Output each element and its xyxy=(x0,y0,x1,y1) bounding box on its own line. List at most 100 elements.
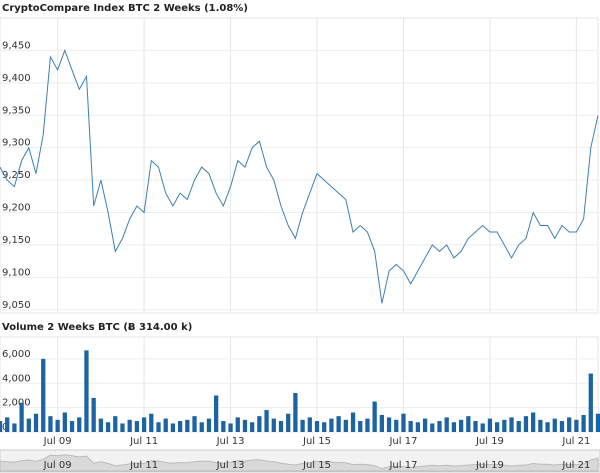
volume-bar xyxy=(62,412,67,432)
volume-bar xyxy=(185,419,190,432)
volume-bar xyxy=(458,419,464,432)
volume-bar xyxy=(199,422,204,432)
volume-bar xyxy=(480,423,485,432)
volume-bar xyxy=(48,416,53,432)
volume-bar xyxy=(322,422,327,432)
volume-bar xyxy=(26,418,31,432)
volume-bar xyxy=(574,419,579,432)
volume-bar xyxy=(134,421,140,432)
y-tick-label: 9,100 xyxy=(2,267,31,278)
volume-bar xyxy=(430,423,435,432)
volume-bar xyxy=(127,419,132,432)
volume-bar xyxy=(41,358,46,432)
volume-bar xyxy=(257,416,262,432)
volume-bar xyxy=(214,395,219,432)
volume-bar xyxy=(300,419,305,432)
volume-bar xyxy=(206,418,212,432)
volume-bar xyxy=(365,418,370,432)
y-tick-label: 9,250 xyxy=(2,170,31,181)
x-tick-label: Jul 09 xyxy=(43,436,72,447)
navigator-label: Jul 17 xyxy=(388,460,417,471)
volume-bar xyxy=(401,413,406,432)
volume-bar xyxy=(235,417,240,432)
volume-bar xyxy=(559,421,565,432)
y-tick-label: 2,000 xyxy=(2,398,31,409)
volume-bar xyxy=(372,401,377,432)
volume-bar xyxy=(487,418,493,432)
x-tick-label: Jul 11 xyxy=(129,436,158,447)
volume-bar xyxy=(113,416,118,432)
volume-bar xyxy=(12,423,17,432)
volume-bar xyxy=(5,417,10,432)
y-tick-label: 9,450 xyxy=(2,40,31,51)
volume-bar xyxy=(19,402,24,432)
volume-bar xyxy=(278,421,284,432)
volume-bar xyxy=(502,419,507,432)
volume-bar xyxy=(473,421,478,432)
x-tick-label: Jul 17 xyxy=(388,436,417,447)
volume-bar xyxy=(336,416,341,432)
volume-bar xyxy=(545,422,550,432)
volume-bar xyxy=(422,418,428,432)
volume-bar xyxy=(437,421,442,432)
volume-bar xyxy=(552,418,557,432)
volume-bar xyxy=(221,421,226,432)
volume-bar xyxy=(55,419,60,432)
navigator-label: Jul 15 xyxy=(302,460,331,471)
volume-bar xyxy=(415,422,421,432)
y-tick-label: 9,400 xyxy=(2,73,31,84)
plot-area xyxy=(0,17,599,314)
volume-bar xyxy=(444,417,449,432)
volume-bar xyxy=(163,418,168,432)
chart-title: Volume 2 Weeks BTC (Ƀ 314.00 k) xyxy=(2,322,192,333)
volume-bar xyxy=(567,417,572,432)
volume-bar xyxy=(509,417,514,432)
volume-bar xyxy=(494,422,500,432)
y-tick-label: 9,350 xyxy=(2,105,31,116)
y-tick-label: 9,300 xyxy=(2,138,31,149)
volume-bar xyxy=(98,418,104,432)
volume-bar xyxy=(329,418,334,432)
x-tick-label: Jul 19 xyxy=(475,436,504,447)
volume-bar xyxy=(228,423,233,432)
volume-bar xyxy=(531,412,536,432)
volume-bar xyxy=(595,413,600,432)
volume-bar xyxy=(271,418,276,432)
y-tick-label: 4,000 xyxy=(2,373,31,384)
volume-bar xyxy=(350,412,356,432)
chart-title: CryptoCompare Index BTC 2 Weeks (1.08%) xyxy=(2,3,248,14)
volume-bar xyxy=(250,422,255,432)
volume-bar xyxy=(293,393,298,432)
navigator-label: Jul 13 xyxy=(216,460,245,471)
navigator-label: Jul 09 xyxy=(43,460,72,471)
volume-bar xyxy=(69,421,75,432)
volume-bar xyxy=(581,414,586,432)
volume-bar xyxy=(386,417,392,432)
volume-bar xyxy=(394,419,399,432)
volume-bar xyxy=(77,417,82,432)
price-line xyxy=(0,48,599,304)
volume-bar xyxy=(149,413,154,432)
navigator-label: Jul 19 xyxy=(475,460,504,471)
volume-bar xyxy=(141,417,147,432)
volume-bar xyxy=(307,417,312,432)
volume-bar xyxy=(170,423,176,432)
navigator-label: Jul 11 xyxy=(129,460,158,471)
x-tick-label: Jul 21 xyxy=(561,436,590,447)
navigator-label: Jul 21 xyxy=(561,460,590,471)
x-tick-label: Jul 15 xyxy=(302,436,331,447)
volume-bar xyxy=(451,422,457,432)
volume-bar xyxy=(538,419,543,432)
volume-bar xyxy=(91,397,96,432)
x-tick-label: Jul 13 xyxy=(216,436,245,447)
volume-bar xyxy=(105,422,111,432)
volume-bar xyxy=(588,373,593,432)
volume-bar xyxy=(192,416,197,432)
volume-bar xyxy=(466,416,471,432)
volume-bar xyxy=(343,419,348,432)
volume-bar xyxy=(177,421,183,432)
volume-bar xyxy=(120,423,125,432)
volume-bar xyxy=(286,413,291,432)
